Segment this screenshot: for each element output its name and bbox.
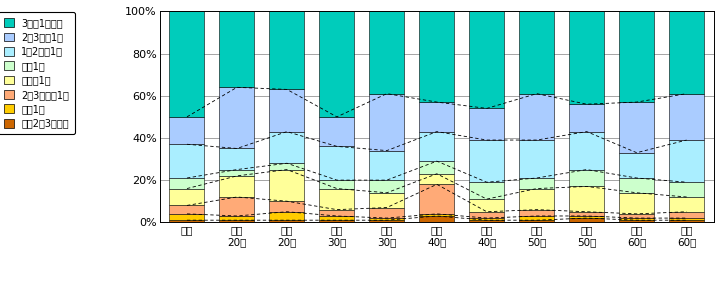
Bar	[669, 220, 704, 222]
Bar	[669, 182, 704, 197]
Bar	[519, 210, 554, 216]
Bar	[469, 199, 505, 212]
Bar	[519, 94, 554, 140]
Bar	[619, 218, 654, 220]
Bar	[419, 132, 455, 161]
Bar	[320, 189, 355, 210]
Bar	[220, 148, 254, 170]
Bar	[419, 11, 455, 102]
Bar	[619, 178, 654, 193]
Bar	[619, 153, 654, 178]
Bar	[519, 11, 554, 94]
Bar	[270, 11, 304, 89]
Bar	[270, 212, 304, 220]
Bar	[369, 220, 405, 222]
Bar	[170, 214, 204, 220]
Bar	[270, 201, 304, 212]
Bar	[220, 216, 254, 220]
Bar	[270, 220, 304, 222]
Bar	[170, 117, 204, 144]
Bar	[270, 163, 304, 170]
Bar	[519, 140, 554, 178]
Bar	[669, 11, 704, 94]
Bar	[170, 205, 204, 214]
Bar	[569, 104, 604, 132]
Bar	[669, 212, 704, 218]
Bar	[469, 182, 505, 199]
Bar	[519, 189, 554, 210]
Bar	[469, 11, 505, 108]
Bar	[519, 216, 554, 220]
Bar	[369, 218, 405, 220]
Bar	[369, 207, 405, 218]
Bar	[320, 220, 355, 222]
Bar	[320, 210, 355, 216]
Bar	[170, 144, 204, 178]
Bar	[419, 102, 455, 132]
Bar	[320, 216, 355, 220]
Bar	[220, 220, 254, 222]
Bar	[419, 174, 455, 184]
Bar	[569, 132, 604, 170]
Bar	[369, 11, 405, 94]
Bar	[419, 184, 455, 214]
Bar	[469, 220, 505, 222]
Bar	[170, 189, 204, 205]
Bar	[469, 140, 505, 182]
Bar	[220, 170, 254, 176]
Bar	[519, 178, 554, 189]
Bar	[669, 218, 704, 220]
Bar	[619, 214, 654, 218]
Bar	[669, 140, 704, 182]
Bar	[270, 132, 304, 163]
Bar	[220, 176, 254, 197]
Bar	[619, 220, 654, 222]
Bar	[220, 11, 254, 87]
Bar	[369, 94, 405, 150]
Legend: 3年に1回未満, 2〜3年に1回, 1〜2年に1回, 年に1回, 半年に1回, 2〜3カ月に1回, 月に1回, 月に2〜3回以上: 3年に1回未満, 2〜3年に1回, 1〜2年に1回, 年に1回, 半年に1回, …	[0, 12, 75, 134]
Bar	[569, 11, 604, 104]
Bar	[419, 214, 455, 216]
Bar	[569, 186, 604, 212]
Bar	[170, 178, 204, 189]
Bar	[619, 193, 654, 214]
Bar	[669, 94, 704, 140]
Bar	[419, 216, 455, 222]
Bar	[469, 212, 505, 218]
Bar	[320, 180, 355, 189]
Bar	[569, 218, 604, 222]
Bar	[369, 193, 405, 207]
Bar	[569, 216, 604, 218]
Bar	[270, 170, 304, 201]
Bar	[320, 117, 355, 146]
Bar	[170, 11, 204, 117]
Bar	[619, 102, 654, 153]
Bar	[270, 89, 304, 132]
Bar	[519, 220, 554, 222]
Bar	[369, 150, 405, 180]
Bar	[320, 11, 355, 117]
Bar	[220, 87, 254, 148]
Bar	[170, 220, 204, 222]
Bar	[369, 180, 405, 193]
Bar	[469, 218, 505, 220]
Bar	[320, 146, 355, 180]
Bar	[220, 197, 254, 216]
Bar	[419, 161, 455, 174]
Bar	[469, 108, 505, 140]
Bar	[569, 170, 604, 186]
Bar	[619, 11, 654, 102]
Bar	[669, 197, 704, 212]
Bar	[569, 212, 604, 216]
